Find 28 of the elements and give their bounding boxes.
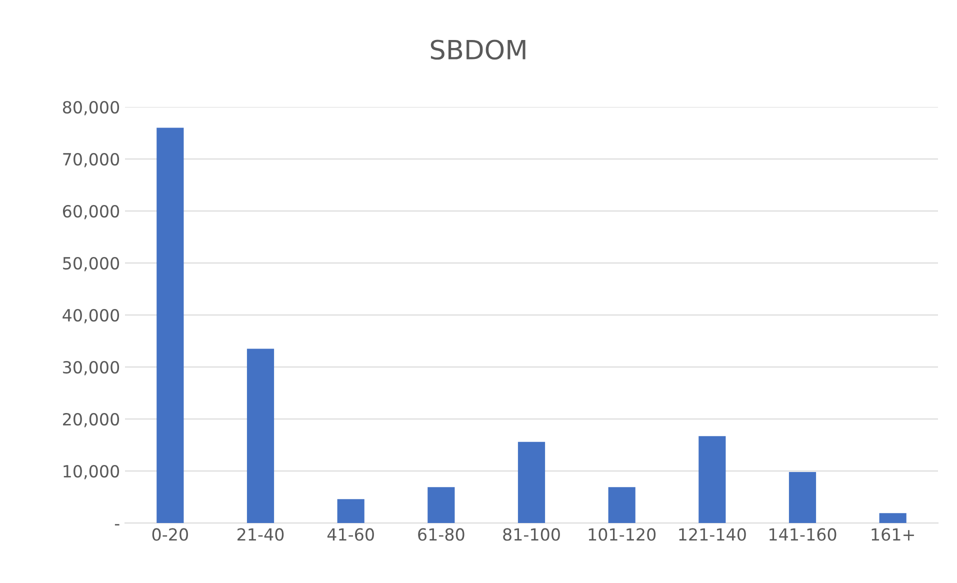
x-tick-label: 141-160 (770, 528, 836, 541)
bar (246, 348, 274, 523)
y-tick-label: 80,000 (62, 100, 120, 116)
bar (428, 487, 455, 523)
bar (879, 513, 906, 523)
y-tick-label: 40,000 (62, 308, 120, 324)
bar (788, 472, 816, 523)
y-tick-label: - (114, 524, 120, 526)
x-tick-label: 161+ (872, 528, 914, 541)
x-tick-label: 81-100 (503, 528, 560, 541)
bar (698, 436, 726, 523)
y-tick-label: 10,000 (64, 464, 120, 480)
y-tick-label: 70,000 (63, 152, 120, 168)
y-tick-label: 20,000 (63, 412, 120, 428)
x-tick-label: 121-140 (679, 528, 746, 541)
x-tick-label: 101-120 (588, 528, 656, 541)
bar (608, 487, 636, 523)
x-tick-label: 21-40 (238, 528, 284, 541)
x-tick-label: 0-20 (152, 528, 188, 541)
bar (518, 442, 546, 523)
y-tick-label: 50,000 (63, 256, 120, 272)
x-tick-label: 61-80 (418, 528, 464, 541)
y-tick-label: 60,000 (62, 204, 120, 220)
x-tick-label: 41-60 (327, 528, 374, 541)
chart-title: SBDOM (430, 40, 526, 60)
bar (156, 128, 184, 523)
y-tick-label: 30,000 (63, 360, 120, 376)
bar (337, 499, 364, 523)
